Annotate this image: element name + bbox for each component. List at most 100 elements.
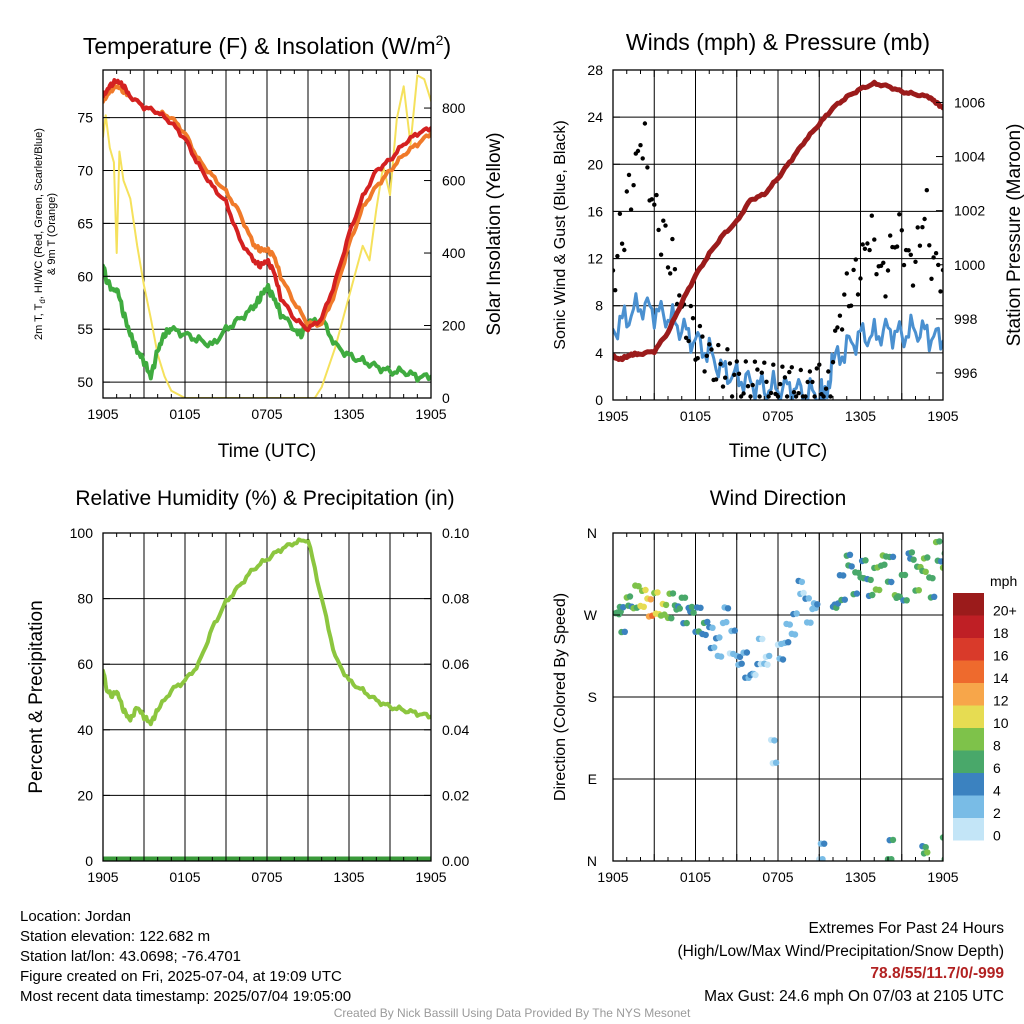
direction-point bbox=[814, 601, 821, 608]
gust-point bbox=[652, 202, 657, 207]
gust-point bbox=[683, 335, 689, 340]
direction-point bbox=[764, 661, 771, 668]
legend-label: 18 bbox=[993, 625, 1009, 641]
gust-point bbox=[757, 394, 762, 399]
gust-point bbox=[670, 236, 675, 242]
humidity-series-line bbox=[103, 537, 431, 727]
wind-plot-area bbox=[613, 79, 943, 400]
direction-point bbox=[939, 834, 943, 841]
temperature-title: Temperature (F) & Insolation (W/m2) bbox=[83, 32, 451, 59]
gust-point bbox=[778, 381, 783, 387]
direction-point bbox=[772, 759, 780, 766]
extremes-heading: Extremes For Past 24 Hours bbox=[808, 920, 1004, 937]
gust-point bbox=[858, 276, 863, 281]
direction-point bbox=[943, 564, 949, 570]
direction-point bbox=[841, 596, 848, 603]
y-tick-label: 70 bbox=[77, 163, 93, 179]
direction-point bbox=[910, 556, 917, 563]
gust-point bbox=[894, 244, 900, 249]
legend-label: 4 bbox=[993, 782, 1001, 798]
x-tick-label: 1905 bbox=[927, 408, 958, 424]
y2-tick-label: 1000 bbox=[954, 257, 985, 273]
temperature-axes: 1905 0105 0705 1305 1905 50 55 60 65 70 75 0 200 400 6… bbox=[77, 70, 466, 422]
direction-point bbox=[901, 571, 909, 579]
y-tick-label: 20 bbox=[77, 787, 93, 803]
gust-point bbox=[720, 384, 726, 389]
gust-point bbox=[626, 172, 632, 178]
direction-point bbox=[924, 554, 931, 561]
direction-plot-area bbox=[613, 538, 951, 862]
direction-point bbox=[889, 553, 897, 560]
gust-point bbox=[658, 252, 664, 257]
x-tick-label: 1905 bbox=[415, 406, 446, 422]
gust-point bbox=[665, 265, 671, 270]
direction-point bbox=[736, 653, 744, 661]
gust-point bbox=[704, 353, 709, 358]
x-tick-label: 0105 bbox=[680, 869, 711, 885]
legend-swatch bbox=[953, 773, 984, 796]
gust-point bbox=[817, 362, 822, 367]
direction-point bbox=[662, 601, 670, 609]
gust-point bbox=[707, 342, 712, 347]
x-tick-label: 1905 bbox=[415, 869, 446, 885]
gust-point bbox=[619, 241, 625, 246]
direction-point bbox=[862, 557, 869, 564]
x-tick-label: 1905 bbox=[597, 869, 628, 885]
direction-point bbox=[807, 619, 814, 626]
legend-label: 14 bbox=[993, 670, 1009, 686]
temperature-ylabel-left-line2: & 9m T (Orange) bbox=[46, 193, 58, 275]
direction-point bbox=[922, 568, 929, 575]
credit-line: Created By Nick Bassill Using Data Provi… bbox=[333, 1006, 691, 1020]
legend-swatch bbox=[953, 818, 984, 841]
direction-point bbox=[676, 605, 683, 612]
direction-point bbox=[752, 671, 759, 679]
gust-point bbox=[867, 247, 872, 253]
gust-point bbox=[709, 347, 714, 352]
gust-point bbox=[915, 225, 920, 230]
gust-point bbox=[874, 272, 879, 277]
direction-point bbox=[620, 604, 627, 611]
direction-point bbox=[681, 594, 689, 601]
direction-point bbox=[621, 628, 628, 635]
temperature-xlabel: Time (UTC) bbox=[218, 441, 317, 462]
gust-point bbox=[881, 260, 886, 265]
y2-tick-label: 996 bbox=[954, 365, 978, 381]
y2-tick-label: 998 bbox=[954, 311, 978, 327]
gust-point bbox=[844, 271, 849, 276]
gust-point bbox=[654, 192, 659, 198]
direction-point bbox=[647, 596, 654, 603]
direction-point bbox=[800, 589, 807, 597]
direction-point bbox=[642, 586, 649, 594]
gust-point bbox=[771, 362, 776, 367]
station-location: Location: Jordan bbox=[20, 908, 131, 925]
direction-point bbox=[922, 844, 929, 851]
legend-swatch bbox=[953, 795, 984, 818]
gust-point bbox=[713, 377, 719, 382]
legend-swatch bbox=[953, 593, 984, 616]
direction-point bbox=[724, 605, 732, 612]
gust-point bbox=[860, 242, 865, 247]
direction-point bbox=[786, 621, 793, 628]
direction-point bbox=[945, 551, 951, 557]
gust-point bbox=[927, 243, 932, 248]
x-tick-label: 0705 bbox=[251, 406, 282, 422]
gust-point bbox=[649, 197, 654, 202]
gust-point bbox=[642, 121, 648, 126]
direction-point bbox=[840, 572, 847, 579]
gust-point bbox=[789, 365, 794, 370]
direction-point bbox=[819, 856, 826, 861]
x-tick-label: 1905 bbox=[927, 869, 958, 885]
legend-swatch bbox=[953, 660, 984, 683]
direction-point bbox=[626, 593, 634, 600]
figure-created: Figure created on Fri, 2025-07-04, at 19… bbox=[20, 968, 342, 985]
gust-point bbox=[663, 223, 668, 228]
legend-swatch bbox=[953, 615, 984, 638]
gust-point bbox=[910, 283, 916, 288]
direction-point bbox=[939, 564, 943, 571]
temperature-grid bbox=[103, 70, 431, 398]
gust-point bbox=[700, 334, 705, 339]
direction-point bbox=[945, 856, 951, 862]
legend-label: 6 bbox=[993, 760, 1001, 776]
direction-point bbox=[771, 737, 778, 744]
